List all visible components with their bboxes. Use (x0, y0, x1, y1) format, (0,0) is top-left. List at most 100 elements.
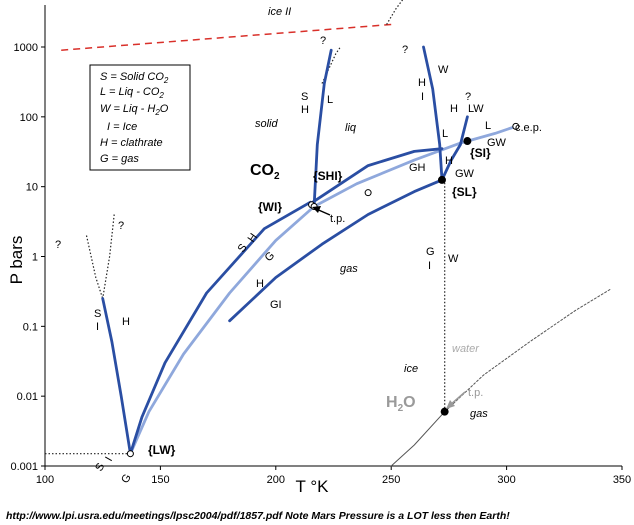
dotted-low-T-extension-2 (102, 214, 115, 299)
x-tick-label: 150 (151, 474, 169, 486)
y-tick-label: 1 (32, 252, 38, 264)
legend-entry-I: I = Ice (107, 121, 137, 133)
curve-label-W1: W (438, 64, 449, 76)
y-axis-title: P bars (7, 236, 26, 285)
curve-label-W2: W (448, 253, 459, 265)
y-tick-label: 100 (20, 112, 38, 124)
curve-label-I4: I (103, 455, 115, 464)
point-lw (126, 450, 134, 458)
dashed-lines (61, 23, 392, 51)
point-markers (126, 122, 520, 458)
label-WI: {WI} (258, 200, 282, 214)
legend-entry-S: S = Solid CO2 (100, 71, 169, 85)
question-mark-4: ? (55, 239, 61, 251)
curve-label-GH: GH (409, 162, 426, 174)
curve-label-G3: G (119, 472, 134, 485)
curve-label-L3: L (485, 120, 491, 132)
dashed-ice-ii-boundary (61, 23, 392, 51)
legend-entry-W: W = Liq - H2O (100, 103, 169, 117)
curve-label-H5: H (246, 231, 260, 244)
series-h2o-clathrate-ice-gas (228, 178, 444, 323)
series-clathrate-liquid-water-L (440, 115, 469, 182)
question-mark-3: ? (465, 91, 471, 103)
label-SHI: {SHI} (313, 169, 343, 183)
series-clathrate-dissociation-low-T (101, 297, 132, 456)
label-water: water (452, 343, 480, 355)
label-h2o: H2O (386, 394, 416, 414)
label-LW: {LW} (148, 443, 176, 457)
curve-label-H1: H (301, 104, 309, 116)
question-mark-5: ? (118, 220, 124, 232)
curve-label-H6: H (256, 278, 264, 290)
series-co2-clathrate-dissociation (129, 200, 312, 456)
series-lines (101, 45, 611, 467)
label-SI: {SI} (470, 146, 491, 160)
question-mark-2: ? (402, 44, 408, 56)
y-ticks: 1000 100 10 1 0.1 0.01 0.001 (10, 42, 45, 473)
y-tick-label: 1000 (14, 42, 38, 54)
x-tick-label: 250 (382, 474, 400, 486)
series-co2-ice-sublimation (129, 205, 316, 456)
curve-label-L1: L (327, 94, 333, 106)
tp-arrows (312, 206, 466, 409)
axes (44, 5, 622, 467)
x-ticks: 100 150 200 250 300 350 (36, 466, 631, 486)
series-h2o-ice-vapor (390, 411, 446, 467)
x-tick-label: 300 (497, 474, 515, 486)
legend-entry-L: L = Liq - CO2 (100, 86, 164, 100)
footer-note: http://www.lpi.usra.edu/meetings/lpsc200… (6, 510, 510, 522)
x-tick-label: 100 (36, 474, 54, 486)
legend-box (89, 64, 191, 171)
curve-label-GI: GI (270, 299, 282, 311)
question-mark-1: ? (320, 35, 326, 47)
tp-arrowhead-co2 (312, 206, 321, 213)
curve-label-S2: S (236, 242, 250, 255)
curve-label-GW2: GW (455, 168, 475, 180)
curve-label-H3: H (450, 103, 458, 115)
curve-label-I3: I (96, 321, 99, 333)
label-solid: solid (255, 118, 279, 130)
curve-label-S3: S (94, 308, 101, 320)
dotted-h2o-ice-ii-upper (386, 0, 404, 25)
label-liq: liq (345, 122, 357, 134)
legend: S = Solid CO2 L = Liq - CO2 W = Liq - H2… (89, 64, 191, 171)
legend-entry-H: H = clathrate (100, 137, 163, 149)
legend-entry-G: G = gas (100, 153, 139, 165)
label-ice: ice (404, 363, 418, 375)
label-cep: c.e.p. (515, 122, 542, 134)
curve-label-H4: H (445, 155, 453, 167)
curve-label-S1: S (301, 91, 308, 103)
series-h2o-water-clathrate-upper (422, 45, 444, 182)
tp-arrowhead-h2o (446, 400, 455, 409)
y-tick-label: 0.01 (17, 391, 38, 403)
y-tick-label: 0.1 (23, 321, 38, 333)
curve-label-L2: L (442, 128, 448, 140)
x-tick-label: 200 (267, 474, 285, 486)
curve-label-G2: G (426, 246, 435, 258)
label-tp-h2o: t.p. (468, 387, 483, 399)
point-sl (437, 175, 446, 184)
series-h2o-liquid-vapor (444, 288, 611, 413)
label-gas-co2: gas (340, 263, 358, 275)
point-h2otp (440, 407, 449, 416)
curve-label-H2: H (418, 77, 426, 89)
x-axis-title: T °K (296, 477, 330, 496)
series-co2-liquid-vapor (312, 125, 518, 208)
series-clathrate-gas-hi-branch (311, 147, 444, 204)
curve-label-I2: I (428, 260, 431, 272)
point-cep (512, 122, 520, 130)
label-co2: CO2 (250, 162, 280, 182)
curve-label-I1: I (421, 91, 424, 103)
dotted-low-T-clathrate-dotted (85, 235, 104, 299)
label-tp-co2: t.p. (330, 213, 345, 225)
y-tick-label: 10 (26, 182, 38, 194)
point-shi (364, 189, 372, 197)
y-tick-label: 0.001 (10, 461, 38, 473)
curve-label-LW2: LW (468, 103, 484, 115)
label-SL: {SL} (452, 185, 477, 199)
point-si (463, 137, 472, 146)
label-ice-ii: ice II (268, 6, 291, 18)
curve-label-S4: S (93, 461, 107, 473)
curve-label-GW1: GW (487, 137, 507, 149)
